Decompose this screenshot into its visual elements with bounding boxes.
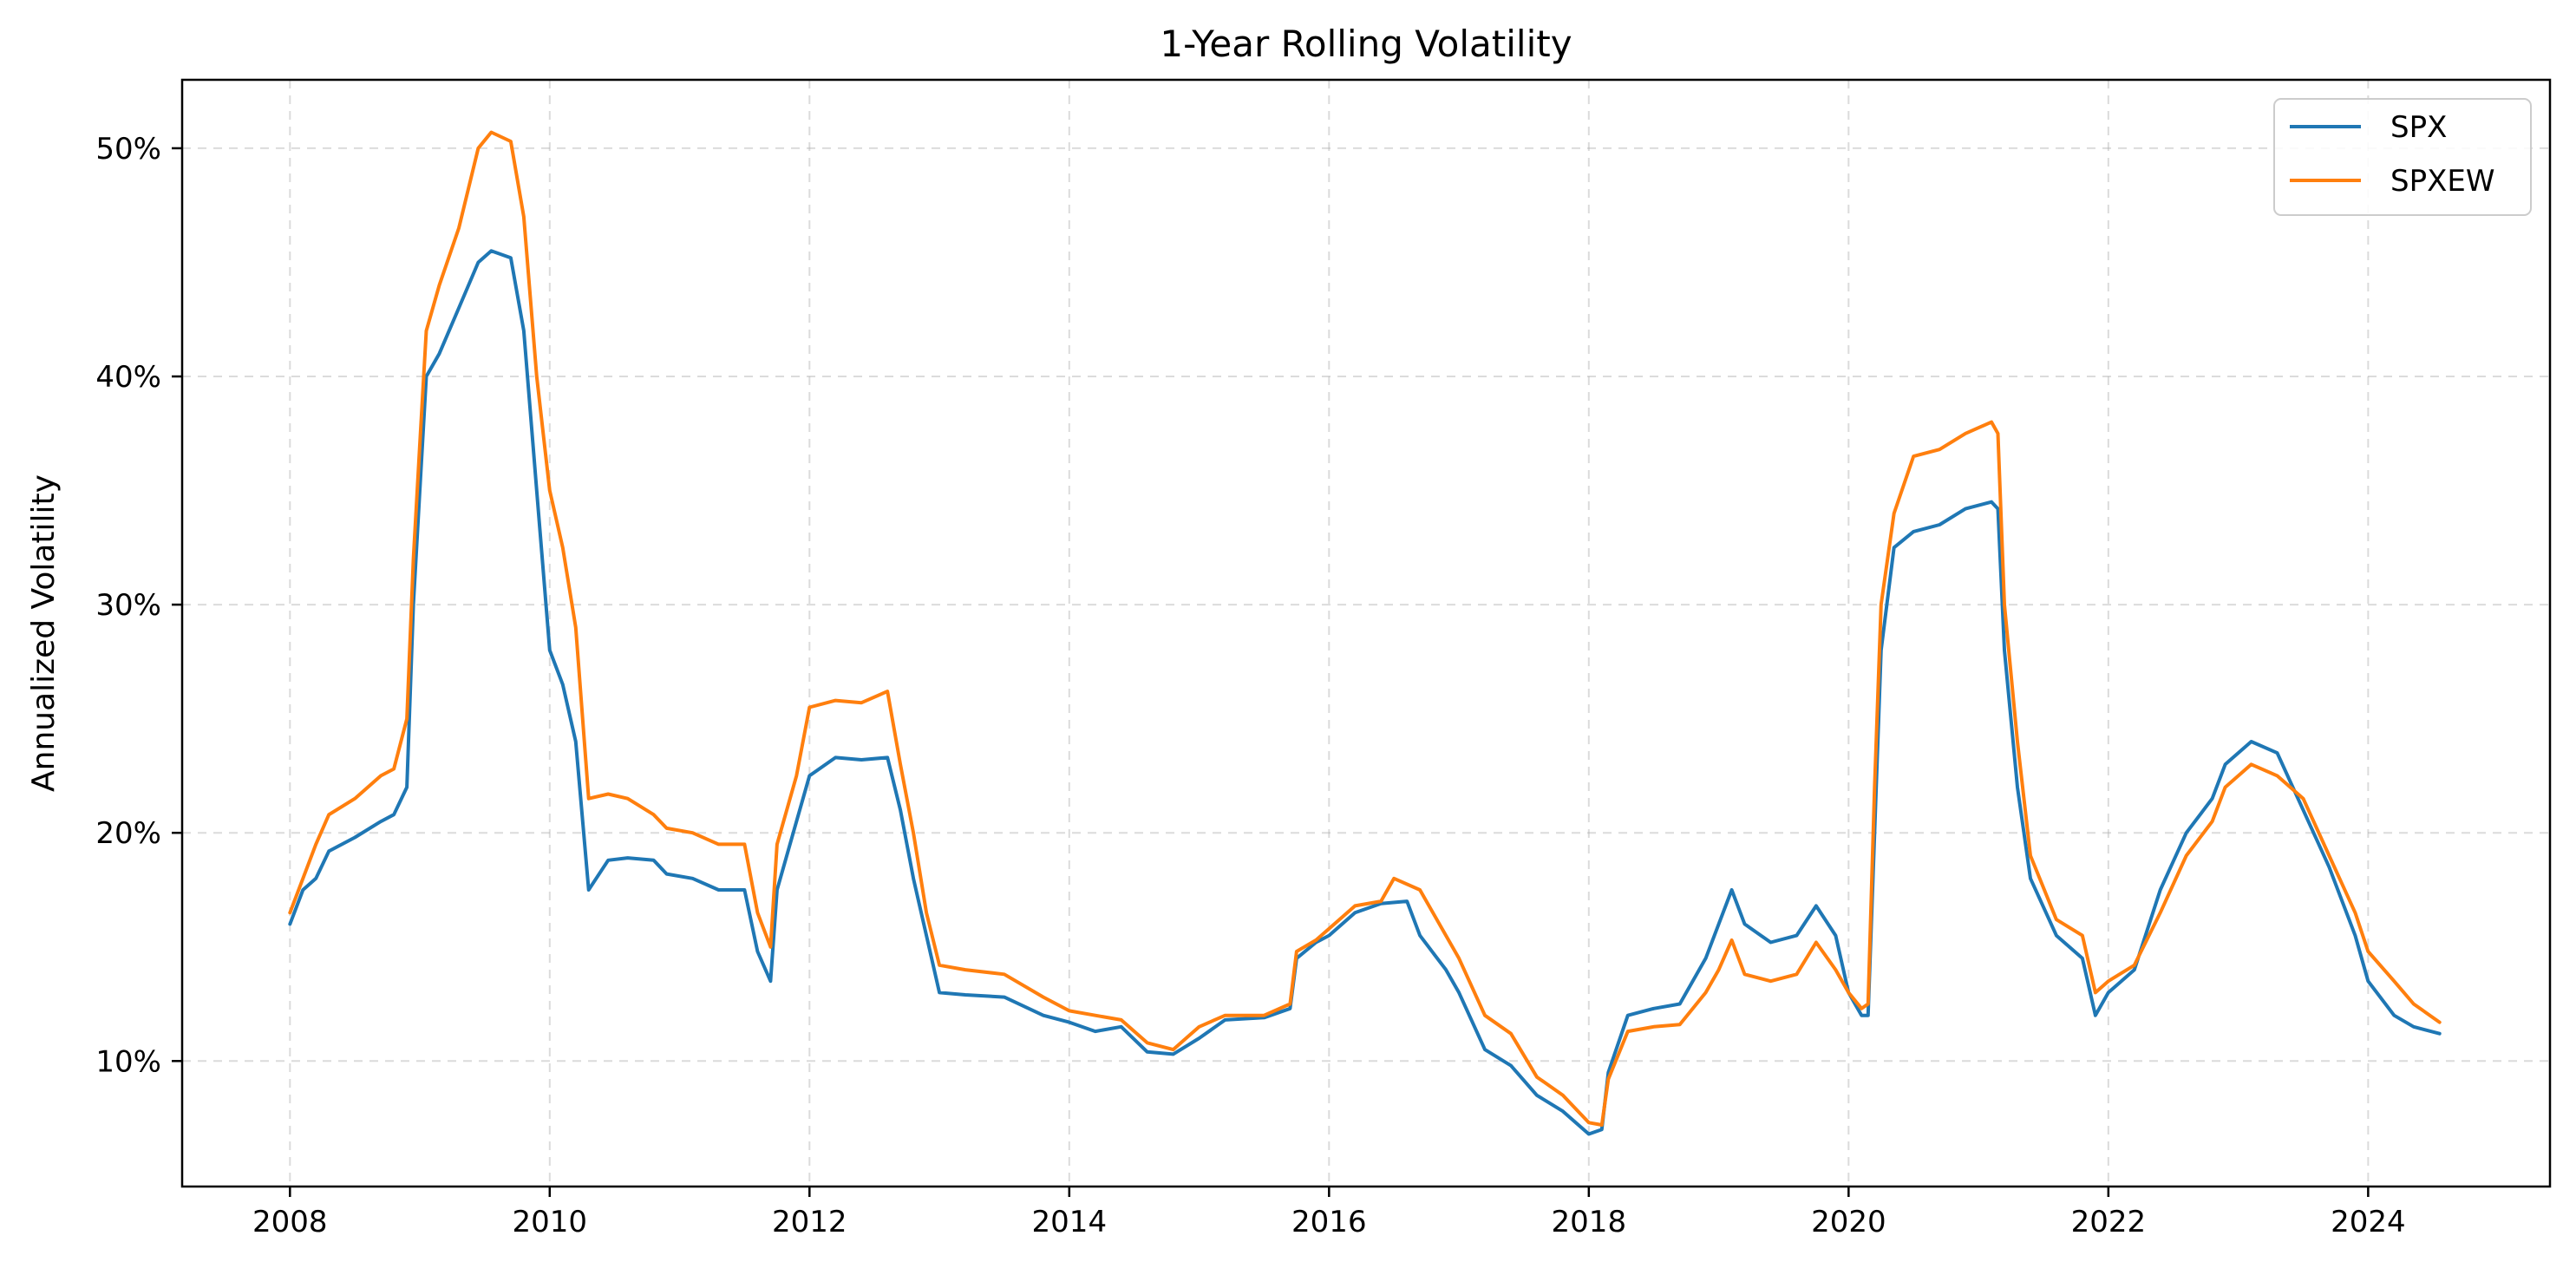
x-tick-label: 2008: [252, 1205, 328, 1239]
series-line-spx: [288, 249, 2442, 1136]
x-tick-label: 2024: [2331, 1205, 2406, 1239]
x-tick-label: 2018: [1552, 1205, 1627, 1239]
x-tick-label: 2012: [772, 1205, 847, 1239]
grid-lines: [182, 80, 2550, 1187]
legend: SPX SPXEW: [2273, 98, 2532, 216]
y-axis-label: Annualized Volatility: [26, 474, 62, 792]
y-tick-label: 50%: [95, 132, 161, 167]
x-tick-label: 2016: [1291, 1205, 1367, 1239]
x-tick-label: 2010: [513, 1205, 588, 1239]
x-tick-label: 2014: [1032, 1205, 1108, 1239]
y-tick-label: 40%: [95, 360, 161, 395]
y-tick-label: 10%: [95, 1044, 161, 1079]
plot-area-frame: [180, 78, 2552, 1188]
series-lines: [288, 130, 2442, 1136]
y-tick-label: 20%: [95, 816, 161, 851]
legend-label-spx: SPX: [2390, 110, 2447, 145]
x-tick-label: 2020: [1811, 1205, 1886, 1239]
series-line-spxew: [288, 130, 2442, 1127]
y-tick-label: 30%: [95, 588, 161, 623]
legend-label-spxew: SPXEW: [2390, 164, 2494, 199]
x-tick-label: 2022: [2071, 1205, 2147, 1239]
y-axis-ticks: 10% 20% 30% 40% 50%: [95, 132, 182, 1079]
x-axis-ticks: 2008 2010 2012 2014 2016 2018 2020 2022 2024: [252, 1187, 2406, 1239]
chart-title: 1-Year Rolling Volatility: [1160, 23, 1572, 65]
